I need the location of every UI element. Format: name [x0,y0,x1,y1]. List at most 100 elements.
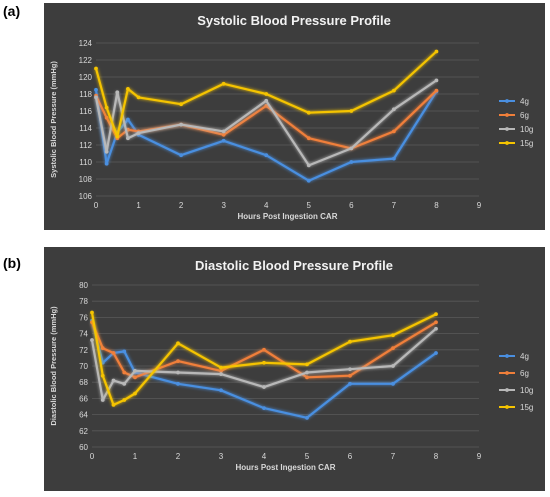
systolic-ytick-label: 110 [79,158,92,167]
diastolic-legend-marker-15g [505,405,509,409]
systolic-legend-marker-10g [505,127,509,131]
diastolic-data-point-10g [122,381,127,386]
diastolic-data-point-4g [305,415,309,420]
diastolic-xtick-label: 5 [305,452,310,461]
systolic-chart-svg: 106 108 110 112 114 116 118 120 122 124 0 1 2 3 4 5 6 7 8 9… [49,13,533,221]
systolic-y-axis-label: Systolic Blood Pressure (mmHg) [49,61,58,178]
diastolic-data-point-10g [434,326,438,331]
diastolic-data-point-15g [434,312,438,317]
diastolic-legend-label-10g: 10g [520,386,533,395]
diastolic-xtick-label: 1 [133,452,138,461]
systolic-legend-label-6g: 6g [520,111,529,120]
systolic-ytick-label: 122 [79,56,93,65]
systolic-x-axis-label: Hours Post Ingestion CAR [237,212,337,221]
systolic-data-point-15g [94,66,98,71]
diastolic-data-point-10g [100,398,105,402]
systolic-data-point-4g [306,178,311,183]
diastolic-data-point-15g [391,333,395,338]
diastolic-data-point-6g [262,347,266,352]
systolic-ytick-label: 106 [79,192,93,201]
systolic-legend-marker-6g [505,113,509,117]
diastolic-ytick-label: 72 [79,346,88,355]
systolic-data-point-15g [391,88,396,93]
diastolic-data-point-4g [391,381,395,386]
systolic-legend-label-15g: 15g [520,139,533,148]
diastolic-legend-label-4g: 4g [520,352,529,361]
diastolic-xtick-label: 6 [348,452,353,461]
systolic-data-point-4g [94,87,98,92]
systolic-xtick-label: 3 [221,201,226,210]
systolic-data-point-10g [349,146,354,151]
diastolic-y-axis-label: Diastolic Blood Pressure (mmHg) [49,306,58,426]
diastolic-ytick-label: 68 [79,378,88,387]
diastolic-ytick-label: 76 [79,313,88,322]
systolic-data-point-15g [264,92,269,96]
systolic-ytick-label: 108 [79,175,93,184]
diastolic-ytick-label: 66 [79,394,88,403]
systolic-data-point-4g [264,153,269,158]
systolic-legend-label-4g: 4g [520,97,529,106]
diastolic-ytick-label: 60 [79,443,88,452]
systolic-data-point-4g [104,161,109,166]
systolic-data-point-4g [179,153,184,158]
diastolic-series-line-4g [90,320,437,419]
diastolic-series-line-6g [90,321,437,379]
systolic-xtick-label: 5 [307,201,312,210]
diastolic-data-point-6g [348,373,352,378]
systolic-xtick-label: 7 [392,201,397,210]
diastolic-data-point-6g [391,346,395,351]
diastolic-legend-marker-6g [505,371,509,375]
systolic-data-point-10g [306,163,311,168]
diastolic-data-point-6g [122,370,127,375]
diastolic-data-point-10g [391,364,395,368]
systolic-data-point-4g [221,138,226,143]
systolic-data-point-15g [221,81,226,86]
systolic-data-point-10g [136,131,141,136]
diastolic-data-point-15g [111,402,116,407]
diastolic-ytick-label: 74 [79,330,88,339]
systolic-data-point-15g [179,102,184,107]
systolic-xtick-label: 9 [477,201,482,210]
systolic-data-point-6g [104,115,109,120]
systolic-ytick-label: 114 [79,124,92,133]
systolic-xtick-label: 6 [349,201,354,210]
diastolic-data-point-6g [176,359,180,364]
systolic-data-point-15g [126,87,130,91]
diastolic-data-point-15g [219,365,223,370]
diastolic-series-line-15g [90,312,437,406]
systolic-ytick-label: 124 [79,39,93,48]
diastolic-legend-marker-10g [505,388,509,392]
diastolic-data-point-4g [176,381,180,386]
diastolic-data-point-6g [100,346,105,351]
systolic-data-point-15g [104,105,109,110]
systolic-data-point-10g [221,129,226,134]
systolic-data-point-6g [391,129,396,134]
diastolic-data-point-15g [133,391,137,396]
systolic-ytick-label: 118 [79,90,92,99]
diastolic-xtick-label: 9 [477,452,482,461]
systolic-xtick-label: 4 [264,201,269,210]
systolic-data-point-4g [349,160,354,164]
systolic-xtick-label: 8 [434,201,439,210]
diastolic-data-point-4g [434,351,438,355]
systolic-series-line-15g [94,50,438,138]
diastolic-series-line-10g [90,327,437,402]
systolic-data-point-10g [126,136,130,141]
diastolic-chart-title: Diastolic Blood Pressure Profile [195,258,393,273]
systolic-data-point-15g [136,95,141,100]
diastolic-legend-label-6g: 6g [520,369,529,378]
diastolic-data-point-4g [219,388,223,393]
diastolic-x-axis-label: Hours Post Ingestion CAR [235,463,335,472]
diastolic-data-point-10g [348,367,352,372]
diastolic-data-point-15g [176,341,180,346]
systolic-legend-marker-15g [505,141,509,145]
diastolic-xtick-label: 4 [262,452,267,461]
systolic-chart: 106 108 110 112 114 116 118 120 122 124 0 1 2 3 4 5 6 7 8 9… [44,3,545,230]
systolic-data-point-6g [264,104,269,108]
systolic-data-point-6g [221,132,226,137]
systolic-data-point-6g [306,136,311,141]
systolic-xtick-label: 1 [136,201,141,210]
systolic-ytick-label: 116 [79,107,92,116]
diastolic-data-point-15g [100,373,105,378]
diastolic-ytick-label: 64 [79,411,88,420]
